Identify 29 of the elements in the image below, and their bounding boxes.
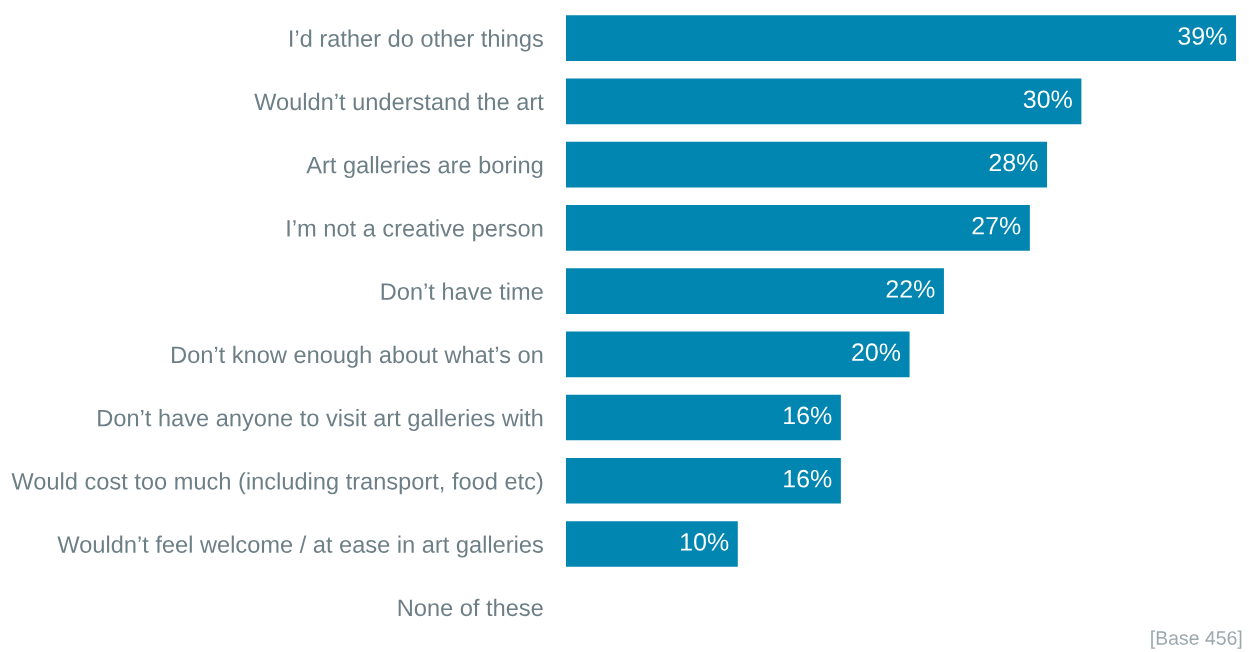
- bar: [566, 141, 1048, 188]
- bar: [566, 331, 910, 378]
- data-label: 10%: [681, 533, 729, 551]
- y-tick-label: Wouldn’t feel welcome / at ease in art galleries: [57, 535, 543, 558]
- y-tick-label: Wouldn’t understand the art: [254, 92, 544, 111]
- data-label: 39%: [1178, 27, 1227, 45]
- bar: [566, 15, 1236, 61]
- bar: [566, 78, 1082, 125]
- data-label: 16%: [784, 469, 832, 488]
- y-tick-label: Art galleries are boring: [306, 156, 543, 179]
- y-tick-label: I’m not a creative person: [287, 219, 543, 242]
- y-tick-label: I’d rather do other things: [290, 29, 543, 52]
- y-tick-label: Would cost too much (including transport, food etc): [11, 472, 543, 495]
- data-label: 27%: [972, 216, 1021, 235]
- bar: [566, 268, 944, 314]
- bar: [566, 394, 841, 441]
- y-tick-label: None of these: [398, 598, 543, 617]
- bar: [566, 521, 738, 567]
- data-label: 16%: [784, 406, 832, 425]
- y-tick-label: Don’t have time: [381, 282, 543, 300]
- data-label: 22%: [886, 280, 935, 298]
- bar: [566, 458, 841, 504]
- data-label: 20%: [852, 343, 901, 362]
- annotation: [Base 456]: [1151, 630, 1242, 649]
- y-tick-label: Don’t have anyone to visit art galleries with: [98, 409, 543, 432]
- y-tick-label: Don’t know enough about what’s on: [172, 345, 543, 368]
- data-label: 30%: [1023, 90, 1072, 109]
- data-label: 28%: [989, 153, 1038, 172]
- bar: [566, 205, 1030, 251]
